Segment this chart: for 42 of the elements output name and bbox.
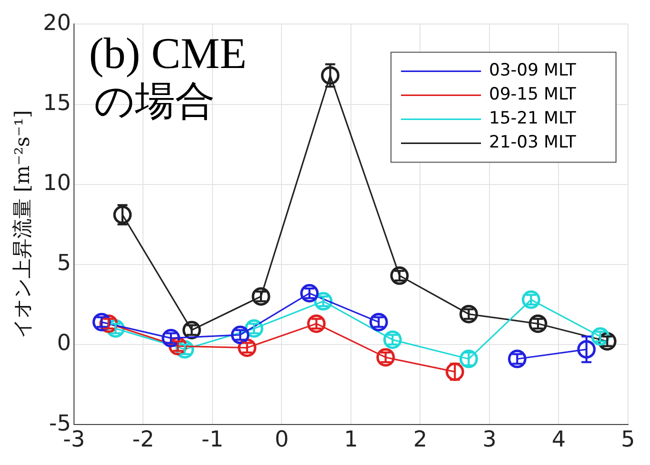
- legend-label: 03-09 MLT: [489, 60, 577, 81]
- y-axis-title: イオン上昇流量 [m⁻²s⁻¹]: [10, 110, 34, 339]
- point: [591, 327, 610, 346]
- point: [314, 292, 333, 311]
- y-tick-label: 5: [56, 251, 71, 276]
- x-tick-label: 4: [552, 428, 566, 453]
- point: [376, 348, 395, 367]
- point: [300, 284, 319, 303]
- point: [238, 338, 256, 357]
- point: [252, 287, 270, 306]
- x-tick-label: -1: [202, 428, 224, 453]
- y-tick-label: 10: [42, 171, 71, 196]
- x-tick-label: 3: [482, 428, 496, 453]
- legend-label: 09-15 MLT: [489, 84, 577, 105]
- legend-label: 21-03 MLT: [489, 132, 577, 153]
- point: [113, 206, 132, 224]
- x-tick-label: 1: [344, 428, 358, 453]
- point: [369, 312, 388, 332]
- point: [390, 266, 409, 285]
- y-tick-label: 15: [42, 91, 71, 116]
- point: [459, 350, 478, 368]
- point: [459, 304, 478, 324]
- annotation: の場合: [94, 78, 215, 125]
- point: [446, 362, 464, 381]
- point: [383, 330, 402, 349]
- point: [522, 290, 540, 309]
- annotation: (b) CME: [88, 28, 247, 78]
- y-tick-label: 0: [56, 331, 71, 356]
- point: [230, 326, 250, 344]
- x-tick-label: 0: [274, 428, 289, 453]
- point: [182, 320, 201, 340]
- y-tick-label: 20: [42, 10, 71, 36]
- point: [320, 66, 340, 85]
- point: [508, 350, 526, 368]
- x-tick-label: 2: [413, 428, 428, 453]
- point: [577, 340, 596, 359]
- x-tick-label: -2: [132, 428, 154, 453]
- point: [307, 314, 326, 333]
- x-tick-label: 5: [621, 428, 635, 453]
- point: [528, 314, 548, 333]
- legend-label: 15-21 MLT: [489, 108, 577, 129]
- point: [162, 328, 180, 348]
